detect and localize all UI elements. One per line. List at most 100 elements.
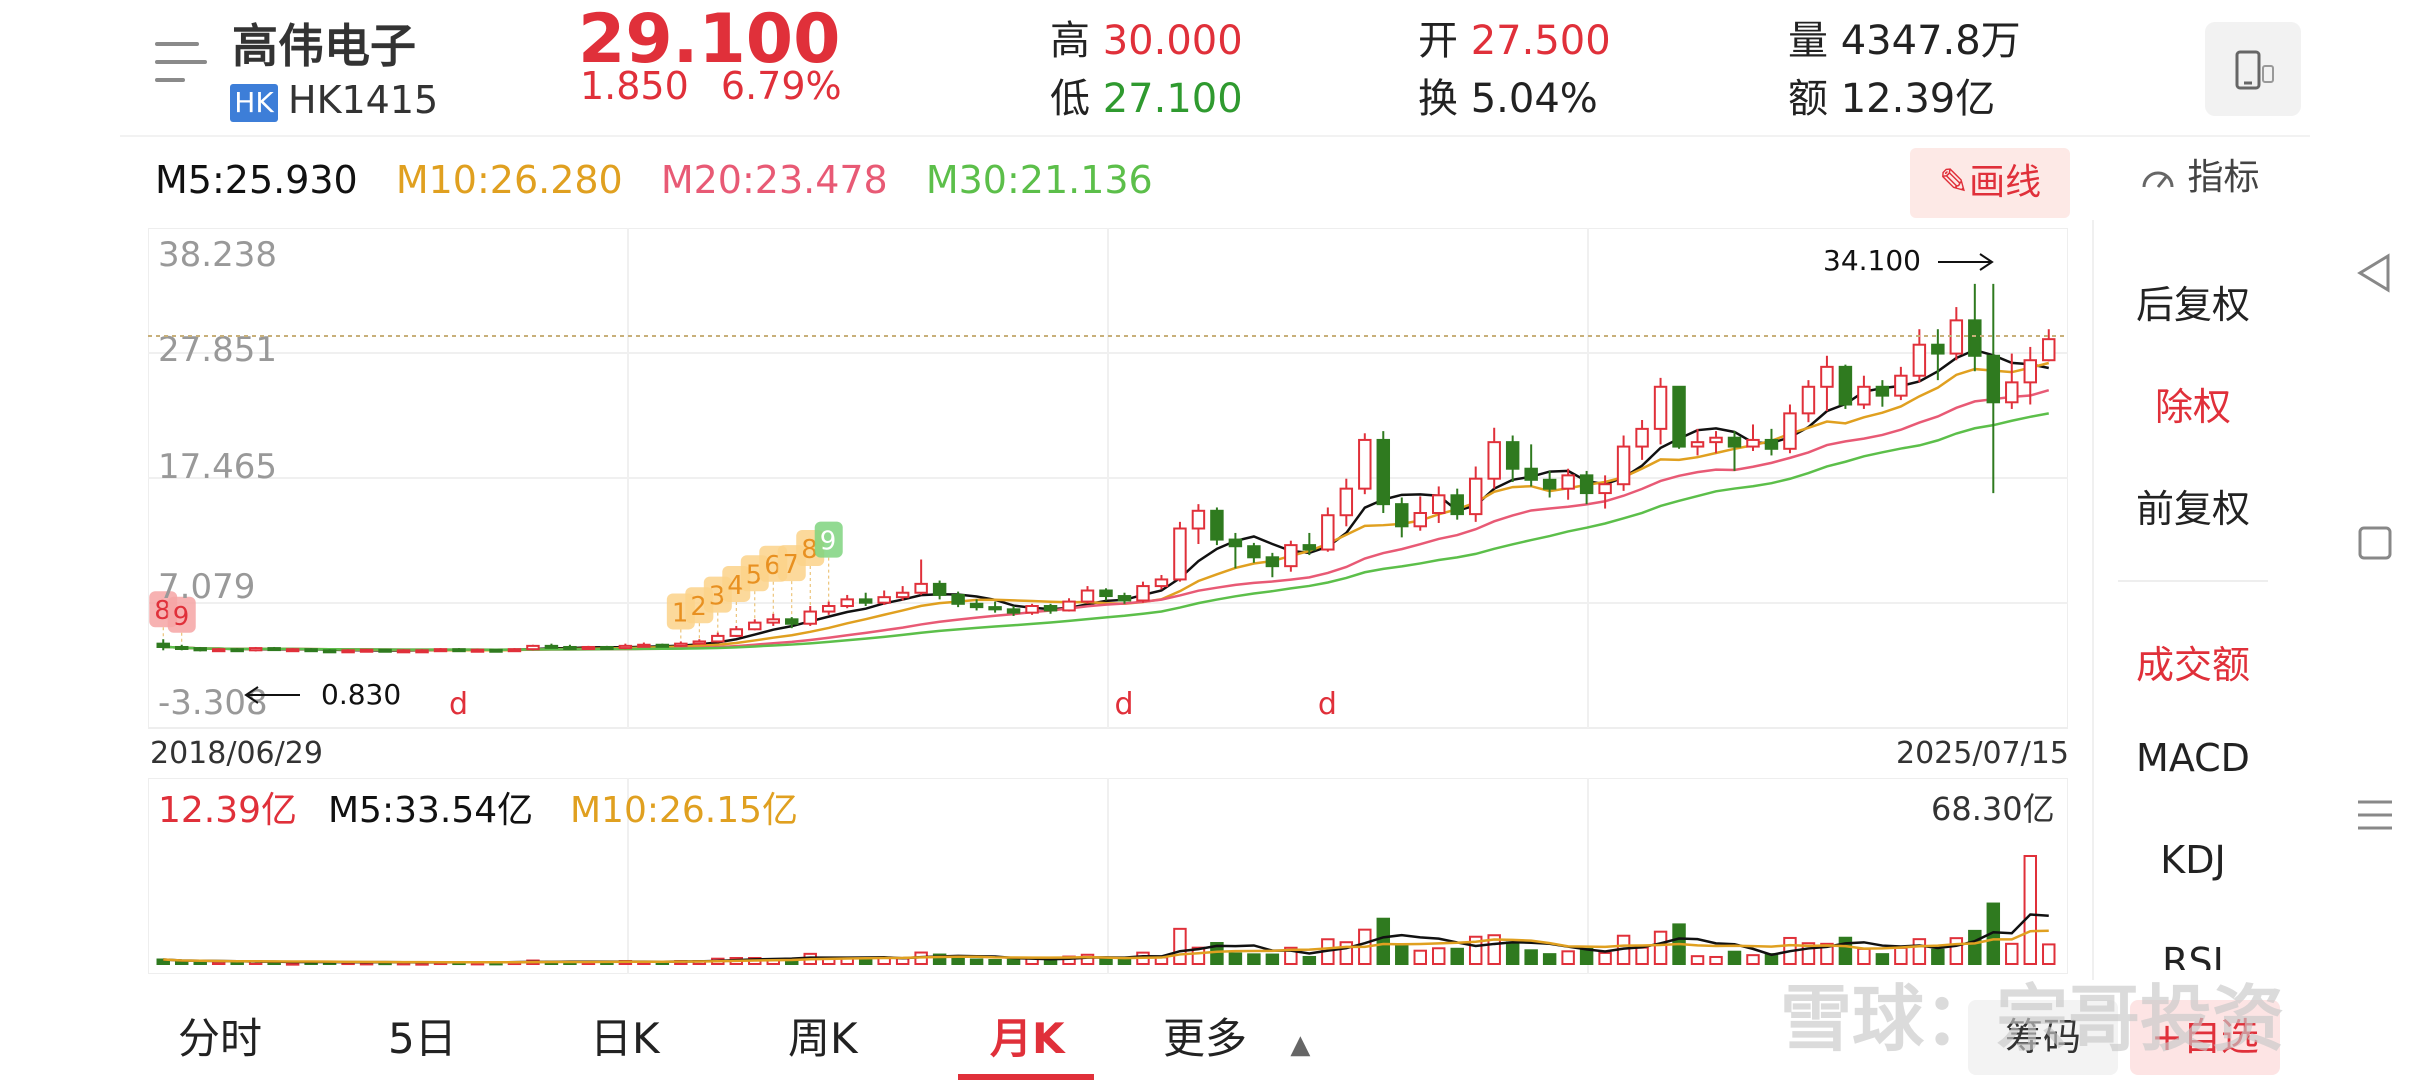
volume-bar — [1191, 946, 1206, 966]
volume-bar — [1302, 955, 1317, 965]
candle-body — [433, 648, 448, 653]
candle-body — [1395, 503, 1409, 528]
marker-glyph: d — [1318, 687, 1337, 722]
marker-glyph: d — [1114, 687, 1133, 722]
y-tick-2: 17.465 — [158, 447, 277, 487]
candle-body — [2042, 338, 2056, 362]
candle-body — [378, 648, 392, 653]
option-macd[interactable]: MACD — [2136, 736, 2250, 780]
signal-number: 4 — [727, 571, 744, 601]
volume-bar — [1838, 936, 1853, 965]
candle-body — [581, 645, 596, 650]
candle-body — [341, 649, 355, 654]
candle-body — [821, 605, 836, 613]
low-label: 低 — [1050, 76, 1090, 122]
candle-body — [526, 644, 540, 651]
candle-body — [1912, 343, 1927, 377]
volume-bar — [1376, 917, 1391, 965]
tab-intraday[interactable]: 分时 — [178, 1014, 263, 1063]
volume-bar — [1542, 953, 1557, 966]
ma-legend: M5:25.930 M10:26.280 M20:23.478 M30:21.1… — [155, 158, 1179, 202]
gauge-icon — [2142, 171, 2174, 188]
ma5-label: M5:25.930 — [155, 158, 358, 202]
indicator-header[interactable]: 指标 — [2140, 148, 2259, 200]
open-label: 开 — [1418, 18, 1458, 64]
candle-body — [1043, 605, 1058, 612]
candle-body — [748, 621, 762, 631]
candle-body — [1173, 527, 1187, 581]
header-divider — [120, 135, 2310, 137]
back-nav-icon[interactable] — [2350, 248, 2400, 298]
rotate-screen-button[interactable] — [2205, 22, 2301, 116]
candle-body — [1764, 438, 1779, 450]
candle-body — [1801, 385, 1816, 415]
amount-label: 额 — [1788, 76, 1828, 122]
volume-bar — [1727, 950, 1742, 966]
candle-body — [359, 648, 374, 653]
candle-body — [618, 644, 633, 650]
option-turnover[interactable]: 成交额 — [2135, 643, 2250, 687]
amount-quote: 额 12.39亿 — [1788, 66, 1995, 124]
volume-bar — [1801, 942, 1816, 965]
volume-chart[interactable]: 12.39亿 M5:33.54亿 M10:26.15亿 68.30亿 — [148, 778, 2068, 974]
volume-bar — [1006, 958, 1021, 965]
y-tick-4: -3.308 — [158, 683, 268, 723]
y-tick-0: 38.238 — [158, 235, 277, 275]
candle-body — [988, 606, 1002, 611]
candle-body — [692, 640, 707, 645]
candle-body — [1524, 467, 1538, 481]
volume-bar — [1080, 953, 1095, 965]
price-chart[interactable]: 8 9 1 2 3 4 5 6 78 9d d d 38.238 27.851 17.465 7.07… — [148, 228, 2068, 773]
candle-body — [1931, 343, 1945, 355]
menu-collapse-icon[interactable] — [155, 40, 207, 88]
candle-body — [470, 648, 485, 653]
volume-bar — [1487, 934, 1501, 966]
candle-body — [1247, 545, 1261, 559]
current-price: 29.100 — [578, 0, 841, 79]
candle-body — [1875, 385, 1890, 397]
tab-monthly[interactable]: 月K — [990, 1014, 1065, 1063]
option-ex-rights[interactable]: 除权 — [2154, 385, 2231, 429]
candle-body — [1006, 608, 1021, 614]
volume-bar — [1099, 957, 1113, 965]
candle-body — [711, 634, 725, 643]
volume-amount: 12.39亿 — [158, 790, 297, 831]
candle-body — [1358, 438, 1372, 490]
tab-5day[interactable]: 5日 — [388, 1014, 457, 1063]
option-rsi[interactable]: RSI — [2162, 940, 2224, 970]
candle-body — [507, 648, 522, 653]
volume-bar — [2042, 943, 2056, 966]
candle-body — [1727, 436, 1742, 448]
candle-body — [174, 645, 189, 650]
volume-m5: M5:33.54亿 — [328, 790, 533, 831]
volume-bar — [969, 958, 984, 966]
add-watchlist-button[interactable]: +自选 — [2130, 1000, 2280, 1075]
volume-quote: 量 4347.8万 — [1788, 8, 2021, 66]
volume-bar — [1468, 935, 1483, 965]
candle-body — [285, 648, 300, 653]
draw-line-button[interactable]: ✎画线 — [1910, 148, 2070, 218]
tab-more-label: 更多 — [1163, 1014, 1248, 1063]
tab-weekly[interactable]: 周K — [788, 1014, 858, 1063]
volume-bar — [1746, 954, 1760, 965]
candle-body — [1968, 319, 1982, 357]
candle-body — [1838, 365, 1853, 406]
option-pre-adjusted[interactable]: 前复权 — [2135, 487, 2250, 531]
high-value: 30.000 — [1102, 18, 1243, 64]
change-value: 1.850 — [580, 64, 689, 108]
option-kdj[interactable]: KDJ — [2160, 838, 2226, 882]
candle-body — [2023, 359, 2038, 384]
candle-body — [1080, 589, 1095, 603]
y-tick-1: 27.851 — [158, 330, 277, 370]
tab-daily[interactable]: 日K — [590, 1014, 660, 1063]
candle-body — [563, 645, 577, 650]
option-post-adjusted[interactable]: 后复权 — [2135, 283, 2250, 327]
candle-body — [766, 618, 780, 624]
candle-body — [1690, 441, 1705, 448]
panel-divider — [2118, 580, 2268, 582]
candle-body — [248, 647, 263, 652]
chips-button[interactable]: 筹码 — [1968, 1000, 2118, 1075]
tab-more[interactable]: 更多 ▲ — [1163, 1005, 1310, 1066]
home-nav-icon[interactable] — [2350, 518, 2400, 568]
recents-nav-icon[interactable] — [2350, 790, 2400, 840]
